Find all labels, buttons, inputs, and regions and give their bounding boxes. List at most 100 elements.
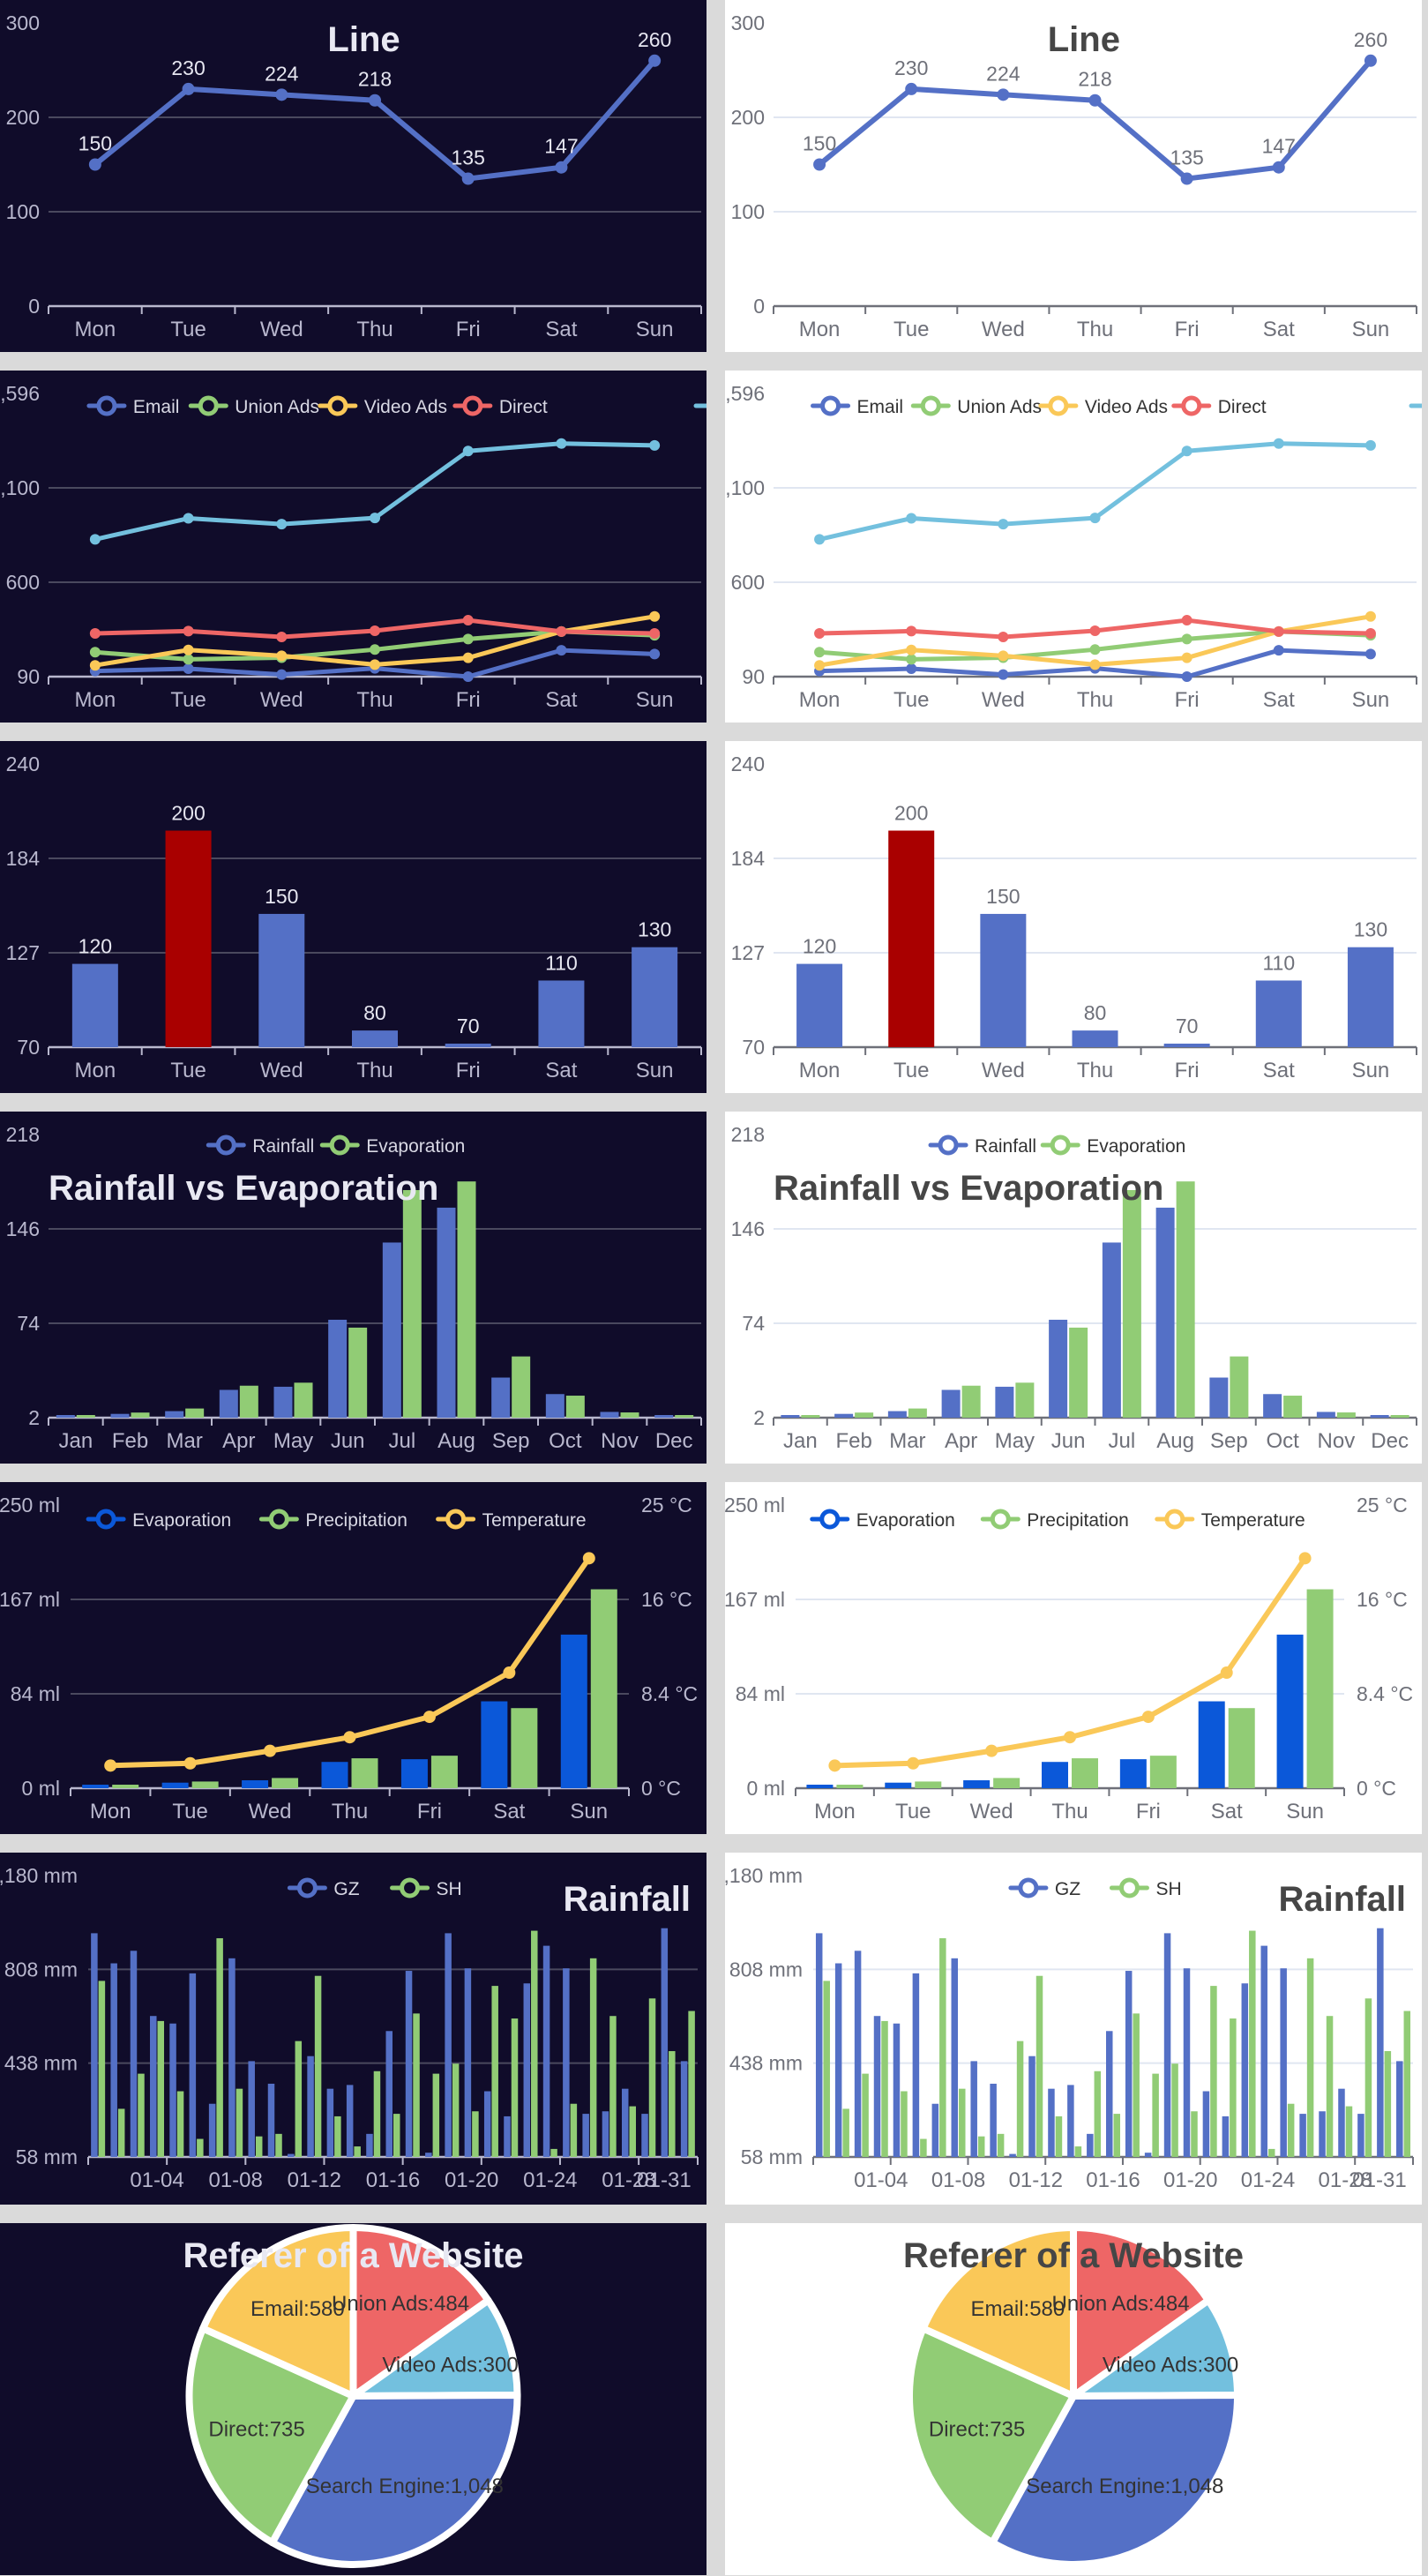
data-point[interactable] <box>89 660 101 671</box>
chart-canvas-line-multi-light[interactable]: 90 600 1,100 1,596 Mon Tue Wed Thu Fri Sat Sun Emai… <box>725 371 1422 723</box>
data-point[interactable] <box>1088 94 1102 107</box>
data-point[interactable] <box>814 534 826 545</box>
data-point[interactable] <box>370 625 380 636</box>
bar-sh[interactable] <box>1230 2018 1237 2157</box>
data-point[interactable] <box>814 627 826 639</box>
pie-slice-union-ads[interactable] <box>349 2224 492 2400</box>
bar-rainfall[interactable] <box>995 1386 1014 1418</box>
bar-sh[interactable] <box>176 2091 184 2157</box>
bar-evaporation[interactable] <box>76 1415 95 1418</box>
bar-evaporation[interactable] <box>565 1396 585 1418</box>
bar-evaporation[interactable] <box>402 1190 422 1418</box>
bar-gz[interactable] <box>1222 2115 1230 2157</box>
bar-sh[interactable] <box>157 2020 165 2157</box>
bar-evaporation[interactable] <box>961 1385 981 1418</box>
bar-evaporation[interactable] <box>242 1780 269 1788</box>
bar-evaporation[interactable] <box>1390 1415 1409 1418</box>
bar-sh[interactable] <box>669 2051 676 2157</box>
bar[interactable] <box>796 963 843 1047</box>
bar-rainfall[interactable] <box>491 1377 511 1418</box>
bar-sh[interactable] <box>1113 2114 1121 2157</box>
bar-precipitation[interactable] <box>1306 1589 1334 1788</box>
bar-gz[interactable] <box>1106 2031 1113 2157</box>
bar-precipitation[interactable] <box>191 1781 219 1788</box>
bar-gz[interactable] <box>189 1973 197 2157</box>
bar-rainfall[interactable] <box>1370 1415 1389 1418</box>
bar-gz[interactable] <box>248 2061 255 2157</box>
bar-rainfall[interactable] <box>1316 1412 1335 1418</box>
bar-evaporation[interactable] <box>1276 1634 1304 1788</box>
bar-gz[interactable] <box>208 2103 216 2157</box>
bar-gz[interactable] <box>366 2133 373 2157</box>
data-point[interactable] <box>462 615 474 626</box>
data-point[interactable] <box>1364 54 1377 67</box>
data-point[interactable] <box>649 648 661 660</box>
chart-canvas-line-multi-dark[interactable]: 90 600 1,100 1,596 Mon Tue Wed Thu Fri Sat Sun Emai… <box>0 371 707 723</box>
bar-gz[interactable] <box>602 2111 609 2157</box>
bar-sh[interactable] <box>511 2018 519 2157</box>
bar-evaporation[interactable] <box>239 1385 258 1418</box>
bar[interactable] <box>165 830 212 1047</box>
bar-precipitation[interactable] <box>511 1708 538 1788</box>
bar-sh[interactable] <box>1152 2073 1159 2157</box>
bar-rainfall[interactable] <box>1049 1319 1068 1418</box>
bar-sh[interactable] <box>1133 2013 1140 2157</box>
data-point[interactable] <box>998 650 1009 662</box>
bar-sh[interactable] <box>1403 2011 1411 2157</box>
bar-sh[interactable] <box>354 2146 361 2157</box>
chart-canvas-rainfall-daily-light[interactable]: 58 mm 438 mm 808 mm 1,180 mm 01-04 01-08 01-12… <box>725 1853 1422 2205</box>
bar-sh[interactable] <box>117 2108 125 2157</box>
bar-gz[interactable] <box>1144 2153 1152 2157</box>
bar-sh[interactable] <box>609 2016 617 2157</box>
bar-gz[interactable] <box>326 2088 334 2157</box>
bar-gz[interactable] <box>815 1933 823 2157</box>
data-point[interactable] <box>998 519 1009 530</box>
bar-gz[interactable] <box>1048 2088 1055 2157</box>
bar-gz[interactable] <box>951 1958 959 2157</box>
chart-canvas-bar-highlight-light[interactable]: 70 127 184 240 Mon Tue Wed Thu Fri Sat Sun 120 200 15… <box>725 741 1422 1093</box>
bar-sh[interactable] <box>1364 1998 1372 2157</box>
data-point[interactable] <box>462 446 474 457</box>
data-point[interactable] <box>1364 627 1376 639</box>
bar[interactable] <box>258 913 305 1047</box>
data-point[interactable] <box>1180 172 1193 185</box>
bar[interactable] <box>632 947 678 1047</box>
data-point[interactable] <box>1364 610 1376 622</box>
bar-evaporation[interactable] <box>1176 1181 1195 1418</box>
bar-gz[interactable] <box>1009 2153 1016 2157</box>
data-point[interactable] <box>1273 438 1284 449</box>
bar-evaporation[interactable] <box>512 1356 531 1418</box>
bar-sh[interactable] <box>1171 2063 1178 2157</box>
bar-gz[interactable] <box>680 2061 688 2157</box>
data-point[interactable] <box>183 644 194 655</box>
data-point[interactable] <box>649 610 661 622</box>
bar-gz[interactable] <box>130 1951 138 2157</box>
bar-sh[interactable] <box>216 1938 223 2157</box>
bar-gz[interactable] <box>1319 2111 1326 2157</box>
data-point[interactable] <box>104 1759 117 1772</box>
bar-evaporation[interactable] <box>481 1701 508 1788</box>
bar-sh[interactable] <box>275 2133 282 2157</box>
bar-gz[interactable] <box>1396 2061 1403 2157</box>
bar-gz[interactable] <box>1125 1971 1133 2157</box>
bar-evaporation[interactable] <box>161 1782 189 1788</box>
data-point[interactable] <box>89 534 101 545</box>
bar-evaporation[interactable] <box>1230 1356 1249 1418</box>
bar-sh[interactable] <box>1035 1975 1043 2157</box>
data-point[interactable] <box>1272 161 1285 174</box>
bar-gz[interactable] <box>150 2016 157 2157</box>
chart-canvas-line-basic-light[interactable]: 0 100 200 300 Mon Tue Wed Thu Fri Sat Sun 150 230 224… <box>725 0 1422 352</box>
bar-sh[interactable] <box>197 2138 204 2157</box>
bar-gz[interactable] <box>385 2031 393 2157</box>
bar-evaporation[interactable] <box>321 1762 348 1788</box>
bar-evaporation[interactable] <box>348 1327 368 1418</box>
bar-rainfall[interactable] <box>1209 1377 1229 1418</box>
bar-evaporation[interactable] <box>185 1408 205 1418</box>
bar-evaporation[interactable] <box>1336 1412 1356 1418</box>
data-point[interactable] <box>182 82 195 95</box>
bar-sh[interactable] <box>1074 2146 1082 2157</box>
bar-sh[interactable] <box>373 2071 381 2157</box>
bar-sh[interactable] <box>977 2136 985 2157</box>
bar-evaporation[interactable] <box>1122 1190 1141 1418</box>
bar-evaporation[interactable] <box>801 1415 820 1418</box>
